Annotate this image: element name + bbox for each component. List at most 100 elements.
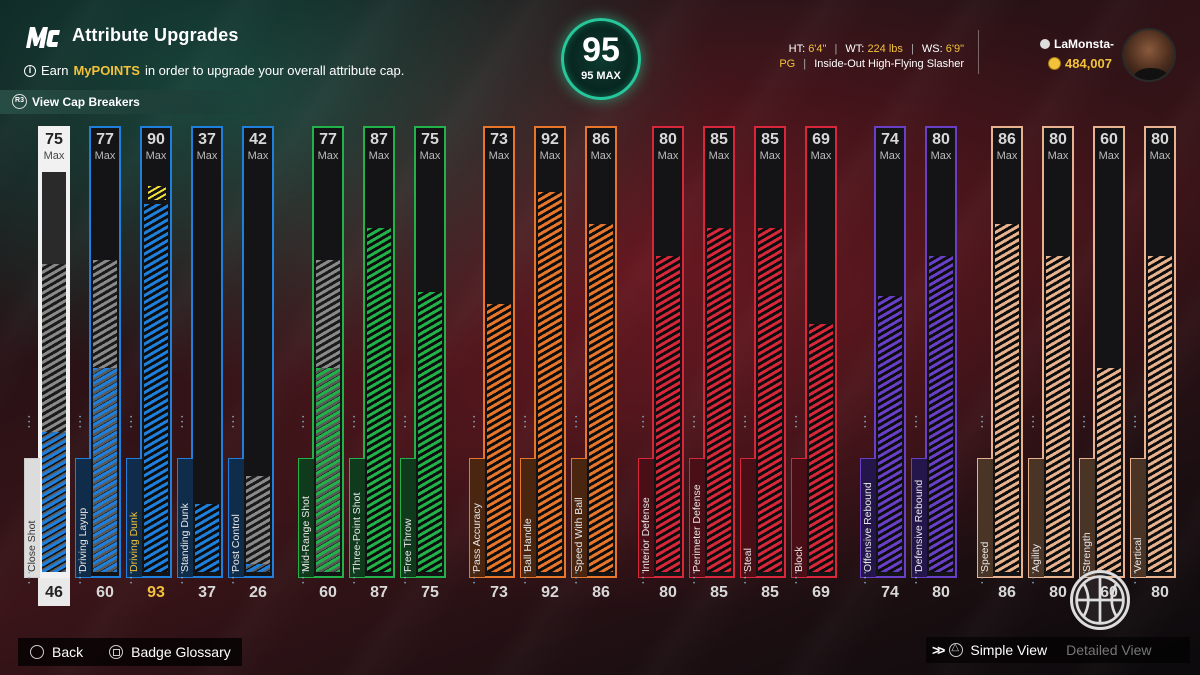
view-cap-breakers-button[interactable]: R3 View Cap Breakers (0, 90, 300, 114)
attribute-bar-block[interactable]: 69 Max Block 69 • • • • • • (791, 126, 837, 606)
max-label: Max (196, 150, 218, 162)
badge-glossary-button[interactable]: Badge Glossary (131, 644, 231, 660)
attribute-name: Speed (979, 541, 991, 572)
bar-track (809, 172, 833, 572)
overall-rating: 95 (582, 31, 620, 69)
attribute-bar-ball-handle[interactable]: 92 Max Ball Handle 92 • • • • • • (520, 126, 566, 606)
bar-track (589, 172, 613, 572)
square-button-icon (109, 645, 124, 659)
footer-left: Back Badge Glossary (18, 638, 242, 666)
attribute-name: Agility (1030, 543, 1042, 572)
attribute-bar-strength[interactable]: 60 Max Strength 60 • • • • • • (1079, 126, 1125, 606)
attribute-bar-defensive-rebound[interactable]: 80 Max Defensive Rebound 80 • • • • • • (911, 126, 957, 606)
attribute-bar-pass-accuracy[interactable]: 73 Max Pass Accuracy 73 • • • • • • (469, 126, 515, 606)
current-value: 69 (812, 584, 830, 601)
dots-bot: • • • (353, 571, 356, 587)
attribute-bar-free-throw[interactable]: 75 Max Free Throw 75 • • • • • • (400, 126, 446, 606)
basketball-icon (1070, 570, 1130, 630)
bar-track (195, 172, 219, 572)
current-fill (995, 224, 1019, 572)
max-label: Max (1047, 150, 1069, 162)
height-value: 6'4" (808, 43, 827, 55)
overall-rating-badge: 95 95 MAX (561, 18, 641, 100)
attribute-bar-agility[interactable]: 80 Max Agility 80 • • • • • • (1028, 126, 1074, 606)
attribute-bar-driving-dunk[interactable]: 90 Max Driving Dunk 93 • • • • • • (126, 126, 172, 606)
weight-value: 224 lbs (867, 43, 903, 55)
label-tab (638, 458, 654, 578)
attribute-bar-vertical[interactable]: 80 Max Vertical 80 • • • • • • (1130, 126, 1176, 606)
bar-track (538, 172, 562, 572)
attribute-bar-three-point-shot[interactable]: 87 Max Three-Point Shot 87 • • • • • • (349, 126, 395, 606)
position-value: PG (779, 58, 796, 70)
attribute-name: Strength (1081, 532, 1093, 572)
current-value: 80 (1049, 584, 1067, 601)
bar-track (995, 172, 1019, 572)
current-value: 85 (761, 584, 779, 601)
current-fill (316, 368, 340, 572)
dots-top: • • • (981, 415, 984, 431)
label-tab (689, 458, 705, 578)
max-value: 86 (998, 131, 1016, 148)
dots-top: • • • (642, 415, 645, 431)
current-value: 60 (96, 584, 114, 601)
label-tab (1130, 458, 1146, 578)
player-info: HT: 6'4" | WT: 224 lbs | WS: 6'9" PG | I… (779, 43, 964, 70)
attribute-bar-close-shot[interactable]: 75 Max Close Shot 46 • • • • • • (24, 126, 70, 606)
detailed-view-tab[interactable]: Detailed View (1066, 642, 1152, 658)
bar-track (1148, 172, 1172, 572)
back-button[interactable]: Back (52, 644, 84, 660)
bar-track (316, 172, 340, 572)
bar-track (246, 172, 270, 572)
selected-cap (38, 578, 70, 606)
attribute-bar-speed[interactable]: 86 Max Speed 86 • • • • • • (977, 126, 1023, 606)
dots-top: • • • (1032, 415, 1035, 431)
attribute-bar-speed-with-ball[interactable]: 86 Max Speed With Ball 86 • • • • • • (571, 126, 617, 606)
bar-track (42, 172, 66, 572)
max-value: 90 (147, 131, 165, 148)
attribute-bar-driving-layup[interactable]: 77 Max Driving Layup 60 • • • • • • (75, 126, 121, 606)
dots-top: • • • (404, 415, 407, 431)
simple-view-tab[interactable]: Simple View (970, 642, 1048, 658)
current-fill (487, 304, 511, 572)
max-value: 42 (249, 131, 267, 148)
dots-bot: • • • (130, 571, 133, 587)
dots-bot: • • • (302, 571, 305, 587)
max-value: 87 (370, 131, 388, 148)
overall-max: 95 MAX (581, 70, 621, 82)
label-tab (177, 458, 193, 578)
max-label: Max (317, 150, 339, 162)
max-label: Max (539, 150, 561, 162)
attribute-name: Driving Layup (77, 507, 89, 572)
attribute-bar-mid-range-shot[interactable]: 77 Max Mid-Range Shot 60 • • • • • • (298, 126, 344, 606)
attribute-bar-standing-dunk[interactable]: 37 Max Standing Dunk 37 • • • • • • (177, 126, 223, 606)
attribute-bar-interior-defense[interactable]: 80 Max Interior Defense 80 • • • • • • (638, 126, 684, 606)
dots-top: • • • (79, 415, 82, 431)
r3-button-icon: R3 (12, 94, 27, 109)
dots-bot: • • • (232, 571, 235, 587)
bar-track (367, 172, 391, 572)
attribute-bar-offensive-rebound[interactable]: 74 Max Offensive Rebound 74 • • • • • • (860, 126, 906, 606)
attribute-name: Speed With Ball (573, 497, 585, 572)
max-label: Max (930, 150, 952, 162)
label-tab (791, 458, 807, 578)
max-label: Max (1098, 150, 1120, 162)
label-tab (298, 458, 314, 578)
label-tab (571, 458, 587, 578)
dots-top: • • • (1134, 415, 1137, 431)
label-tab (860, 458, 876, 578)
attribute-name: Pass Accuracy (471, 503, 483, 572)
current-value: 86 (592, 584, 610, 601)
max-value: 80 (1049, 131, 1067, 148)
vc-amount: 484,007 (1065, 56, 1112, 71)
label-tab (977, 458, 993, 578)
max-value: 85 (710, 131, 728, 148)
attribute-bar-perimeter-defense[interactable]: 85 Max Perimeter Defense 85 • • • • • • (689, 126, 735, 606)
attribute-name: Free Throw (402, 518, 414, 573)
attribute-bar-steal[interactable]: 85 Max Steal 85 • • • • • • (740, 126, 786, 606)
max-value: 77 (319, 131, 337, 148)
attribute-bar-post-control[interactable]: 42 Max Post Control 26 • • • • • • (228, 126, 274, 606)
max-label: Max (368, 150, 390, 162)
circle-button-icon (30, 645, 44, 659)
dots-bot: • • • (1134, 571, 1137, 587)
